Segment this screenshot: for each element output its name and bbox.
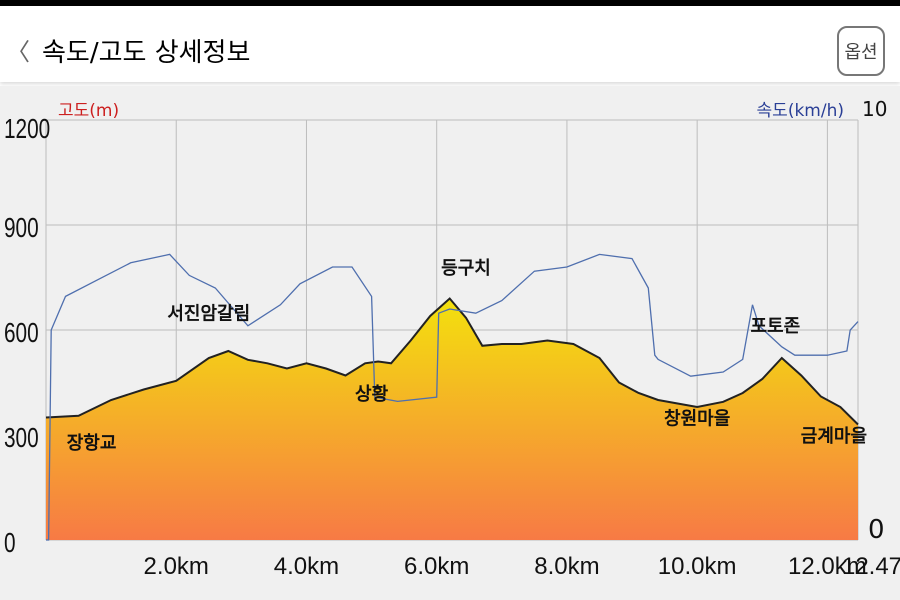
x-tick-label: 8.0km bbox=[534, 553, 599, 580]
x-end-label: 12.47 bbox=[842, 553, 900, 580]
speed-tick-label: 0 bbox=[868, 515, 885, 545]
place-label: 창원마을 bbox=[664, 409, 730, 430]
elevation-area bbox=[46, 298, 858, 540]
back-chevron-icon[interactable]: 〈 bbox=[6, 38, 30, 66]
place-label: 장항교 bbox=[67, 433, 117, 454]
chart-area: 0 300 600 900 1200 2.0km 4.0km 6.0km 8.0km 10.0km… bbox=[0, 86, 900, 600]
options-button[interactable]: 옵션 bbox=[837, 26, 885, 76]
place-label: 서진암갈림 bbox=[167, 303, 250, 325]
elev-tick-label: 600 bbox=[4, 318, 39, 348]
speed-line bbox=[46, 253, 859, 541]
x-tick-label: 6.0km bbox=[404, 553, 469, 580]
place-label: 금계마을 bbox=[801, 426, 867, 447]
elev-tick-label: 0 bbox=[4, 528, 16, 558]
elev-tick-label: 1200 bbox=[4, 114, 50, 144]
speed-tick-label: 10 bbox=[862, 97, 887, 121]
elev-axis-label: 고도(m) bbox=[58, 101, 119, 121]
status-bar bbox=[0, 0, 900, 6]
x-tick-label: 4.0km bbox=[274, 553, 339, 580]
place-label: 포토존 bbox=[750, 316, 800, 337]
x-tick-label: 10.0km bbox=[658, 553, 737, 580]
x-tick-label: 2.0km bbox=[144, 553, 209, 580]
elevation-line bbox=[45, 297, 859, 426]
x-tick-label: 12.0km bbox=[788, 553, 867, 580]
elev-tick-label: 300 bbox=[4, 423, 39, 453]
place-label: 등구치 bbox=[441, 258, 491, 279]
elevation-speed-chart: 0 300 600 900 1200 2.0km 4.0km 6.0km 8.0km 10.0km… bbox=[4, 97, 900, 580]
page-title: 속도/고도 상세정보 bbox=[42, 38, 251, 68]
place-label: 상황 bbox=[355, 384, 389, 405]
elev-tick-label: 900 bbox=[4, 213, 39, 243]
speed-axis-label: 속도(km/h) bbox=[757, 101, 844, 121]
app-header: 〈 속도/고도 상세정보 옵션 bbox=[0, 6, 900, 82]
